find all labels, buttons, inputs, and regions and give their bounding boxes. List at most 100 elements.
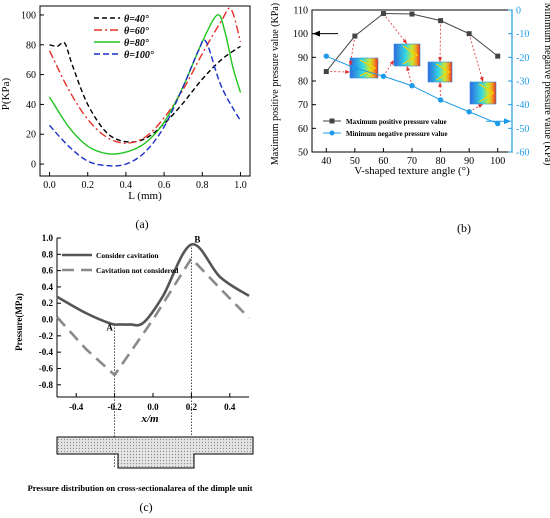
y-tick-label-right: 0 xyxy=(516,6,521,17)
legend-entry: θ=40° xyxy=(124,14,149,25)
y-tick-label-left: 100 xyxy=(293,29,308,40)
y-tick-label-left: 60 xyxy=(298,124,308,135)
figure-caption: Pressure distribution on cross-sectional… xyxy=(28,483,253,493)
y-tick-label: 0.8 xyxy=(42,249,54,259)
x-tick-label: 0.4 xyxy=(224,402,236,412)
x-tick-label: -0.4 xyxy=(69,402,84,412)
guide-arrow xyxy=(468,33,484,83)
y-axis-label: Pressure(MPa) xyxy=(14,293,24,351)
annotation-label: A xyxy=(106,322,113,332)
x-axis-label: V-shaped texture angle (°) xyxy=(354,165,470,177)
data-point xyxy=(495,120,501,127)
guide-arrow xyxy=(468,103,484,113)
x-axis-label: L (mm) xyxy=(128,190,162,202)
panel-label: (b) xyxy=(457,221,471,235)
y-tick-label-left: 70 xyxy=(298,100,308,111)
ticks-group: 0.0 0.2 0.4 0.6 0.8 1.0 0 20 40 60 80 100 xyxy=(21,10,247,191)
guide-arrow xyxy=(438,81,443,100)
x-tick-label: 0.8 xyxy=(196,180,209,191)
x-tick-label: 80 xyxy=(436,156,446,167)
panel-c: -0.4 -0.2 0.0 0.2 0.4-0.8-0.6-0.4-0.20.00.20… xyxy=(14,233,254,514)
legend: θ=40°θ=60°θ=80°θ=100° xyxy=(94,14,154,61)
v-texture-shape xyxy=(359,59,377,77)
data-point xyxy=(438,18,444,24)
guide-arrow xyxy=(348,35,356,67)
contour-thumbnail xyxy=(393,43,421,67)
y-tick-label: 0 xyxy=(31,160,36,171)
x-tick-label: 100 xyxy=(490,156,505,167)
legend-marker xyxy=(329,130,335,136)
y-tick-label: -0.6 xyxy=(39,363,54,373)
annotation-label: B xyxy=(194,235,200,245)
x-tick-label: 0.0 xyxy=(43,180,56,191)
y-axis-label-right: Minimum negative pressure value (KPa) xyxy=(542,3,550,166)
y-tick-label: -0.4 xyxy=(39,347,54,357)
guide-arrow xyxy=(383,59,395,77)
series-group xyxy=(56,243,250,377)
y-tick-label: -0.2 xyxy=(39,331,54,341)
y-tick-label: 100 xyxy=(21,10,36,21)
series-line-0 xyxy=(56,243,250,327)
legend-marker xyxy=(329,118,335,124)
y-tick-label: 60 xyxy=(26,70,36,81)
x-axis-label: x/m xyxy=(140,413,159,425)
x-tick-label: 50 xyxy=(350,156,360,167)
data-point xyxy=(466,109,472,115)
y-tick-label: -0.8 xyxy=(39,380,54,390)
y-tick-label-right: -20 xyxy=(516,53,529,64)
x-tick-label: 0.2 xyxy=(81,180,94,191)
y-tick-label: 0.4 xyxy=(42,282,54,292)
x-tick-label: 60 xyxy=(378,156,388,167)
series-line-2 xyxy=(48,14,242,155)
y-tick-label-left: 80 xyxy=(298,77,308,88)
series-line-1 xyxy=(56,256,250,377)
contour-thumbnail xyxy=(469,81,497,105)
data-point xyxy=(466,31,472,37)
y-tick-label: 20 xyxy=(26,130,36,141)
contour-insets xyxy=(313,13,511,125)
x-tick-label: 40 xyxy=(321,156,331,167)
panel-label: (c) xyxy=(139,500,152,514)
panel-b: 40 50 60 70 80 90 100 50 60 70 80 90 100 110 0 -10 -20 -3… xyxy=(270,3,550,235)
legend-entry: θ=100° xyxy=(124,50,154,61)
legend-entry: θ=60° xyxy=(124,26,149,37)
data-point xyxy=(380,73,387,79)
y-tick-label: 40 xyxy=(26,100,36,111)
series-group xyxy=(323,11,501,127)
y-axis-label-left: Maximum positive pressure value (KPa) xyxy=(270,3,281,165)
y-tick-label: 0.2 xyxy=(42,298,54,308)
series-group xyxy=(48,7,242,167)
data-point xyxy=(323,69,329,75)
legend-entry: Cavitation not considered xyxy=(96,266,179,275)
y-tick-label-right: -40 xyxy=(516,100,529,111)
data-point xyxy=(409,11,415,17)
y-tick-label-right: -30 xyxy=(516,77,529,88)
y-tick-label: 1.0 xyxy=(42,233,54,243)
y-tick-label: 80 xyxy=(26,40,36,51)
x-tick-label: 0.6 xyxy=(158,180,171,191)
x-tick-label: -0.2 xyxy=(107,402,122,412)
panel-a: 0.0 0.2 0.4 0.6 0.8 1.0 0 20 40 60 80 100 θ=40°θ=60… xyxy=(0,5,251,231)
annotations: AB xyxy=(106,235,200,333)
legend-entry: Minimum negative pressure value xyxy=(346,130,447,138)
ticks-group: 40 50 60 70 80 90 100 50 60 70 80 90 100 110 0 -10 -20 -3… xyxy=(293,6,529,168)
legend: Maximum positive pressure value Minimum n… xyxy=(323,118,447,138)
plot-frame xyxy=(39,5,251,177)
dimple-cross-section xyxy=(56,436,254,469)
y-axis-label: P(KPa) xyxy=(0,77,12,110)
x-tick-label: 0.4 xyxy=(120,180,133,191)
x-tick-label: 90 xyxy=(464,156,474,167)
y-tick-label-left: 110 xyxy=(293,6,308,17)
y-tick-label-right: -60 xyxy=(516,148,529,159)
v-texture-shape xyxy=(478,83,495,103)
guide-arrow xyxy=(383,13,408,45)
x-tick-label: 70 xyxy=(407,156,417,167)
data-point xyxy=(323,53,329,59)
series-line-1 xyxy=(48,7,242,144)
legend-entry: Consider cavitation xyxy=(96,251,159,260)
v-texture-shape xyxy=(436,63,451,81)
v-texture-shape xyxy=(402,45,419,65)
data-point xyxy=(437,97,444,103)
y-tick-label-right: -50 xyxy=(516,124,529,135)
